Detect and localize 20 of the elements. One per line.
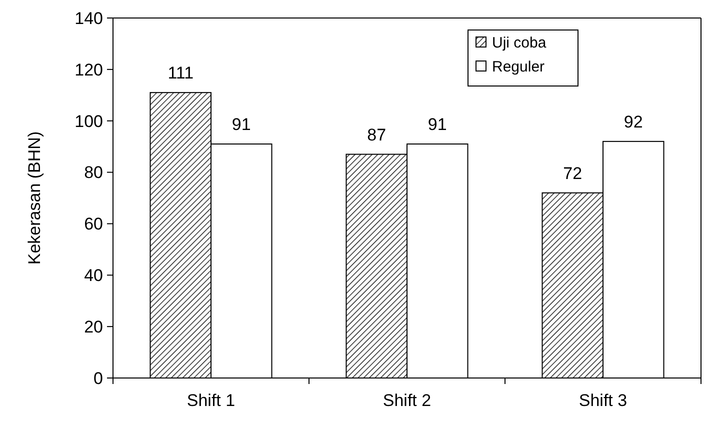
y-tick-label: 20 [84, 318, 103, 337]
data-label: 72 [563, 164, 582, 183]
y-tick-label: 140 [74, 8, 103, 28]
y-tick-label: 60 [84, 214, 103, 234]
y-tick-label: 100 [74, 112, 103, 131]
data-label: 91 [428, 115, 447, 134]
x-tick-label: Shift 3 [578, 391, 628, 410]
x-tick-label: Shift 1 [186, 391, 236, 410]
y-tick-label: 0 [94, 368, 103, 388]
legend-label: Uji coba [492, 34, 547, 52]
data-label: 91 [232, 115, 251, 134]
x-tick-label: Shift 2 [382, 391, 432, 410]
y-tick-label: 80 [84, 163, 103, 182]
y-tick-label: 40 [84, 266, 103, 286]
data-label: 87 [367, 125, 386, 144]
y-tick-label: 120 [74, 60, 103, 80]
data-label: 111 [168, 64, 194, 83]
y-axis-title: Kekerasan (BHN) [25, 131, 44, 265]
legend-label: Reguler [492, 58, 545, 76]
data-label: 92 [624, 112, 643, 132]
